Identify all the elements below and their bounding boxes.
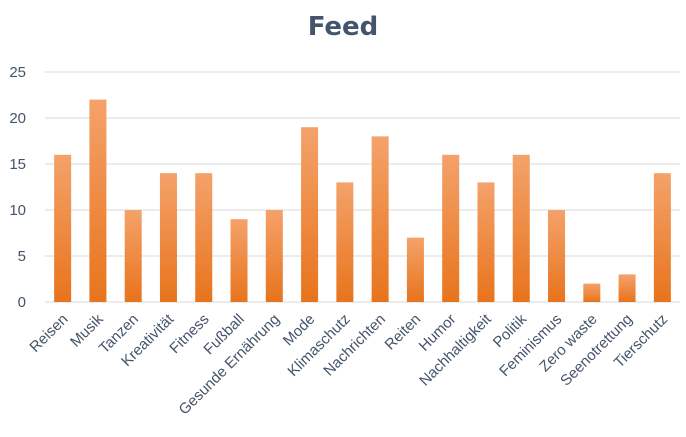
bar — [159, 173, 177, 302]
bar — [265, 210, 283, 302]
bar — [301, 127, 319, 302]
bar — [477, 182, 495, 302]
bar — [653, 173, 671, 302]
bar — [89, 99, 107, 302]
y-tick-label: 20 — [9, 110, 26, 127]
bar — [548, 210, 566, 302]
y-tick-label: 5 — [18, 248, 26, 265]
bar — [195, 173, 213, 302]
bar — [371, 136, 389, 302]
bar — [336, 182, 354, 302]
y-tick-label: 15 — [9, 156, 26, 173]
x-tick-label: Reisen — [26, 311, 71, 356]
bar — [512, 154, 530, 302]
bar — [583, 283, 601, 302]
bar — [54, 154, 72, 302]
y-tick-label: 0 — [18, 294, 26, 311]
bar — [124, 210, 142, 302]
y-tick-label: 10 — [9, 202, 26, 219]
chart-title: Feed — [307, 12, 379, 42]
bar — [406, 237, 424, 302]
bar — [230, 219, 248, 302]
bar — [618, 274, 636, 302]
y-tick-label: 25 — [9, 64, 26, 81]
bar — [442, 154, 460, 302]
x-tick-label: Reiten — [382, 311, 425, 354]
